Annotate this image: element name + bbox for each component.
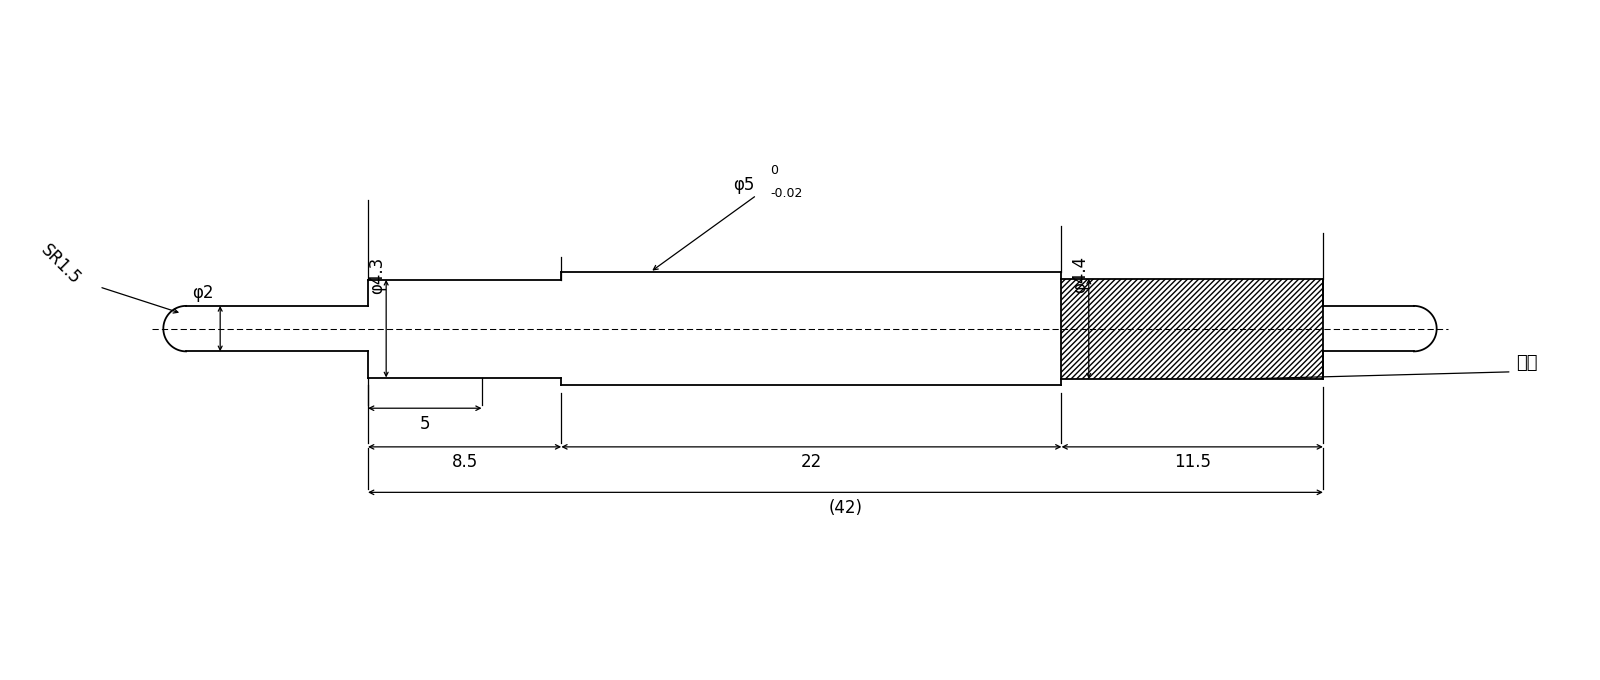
Text: φ2: φ2 xyxy=(192,284,213,303)
Text: -0.02: -0.02 xyxy=(771,186,803,199)
Text: φ4.3: φ4.3 xyxy=(368,256,386,294)
Text: 0: 0 xyxy=(771,165,779,177)
Text: φ5: φ5 xyxy=(733,176,755,194)
Bar xyxy=(1061,279,1323,379)
Text: SR1.5: SR1.5 xyxy=(37,241,85,288)
Text: 22: 22 xyxy=(800,454,822,471)
Text: 樹脂: 樹脂 xyxy=(1517,354,1538,372)
Text: 11.5: 11.5 xyxy=(1174,454,1211,471)
Text: 8.5: 8.5 xyxy=(451,454,478,471)
Text: (42): (42) xyxy=(829,498,862,517)
Text: 5: 5 xyxy=(419,415,430,432)
Text: φ4.4: φ4.4 xyxy=(1070,256,1088,292)
